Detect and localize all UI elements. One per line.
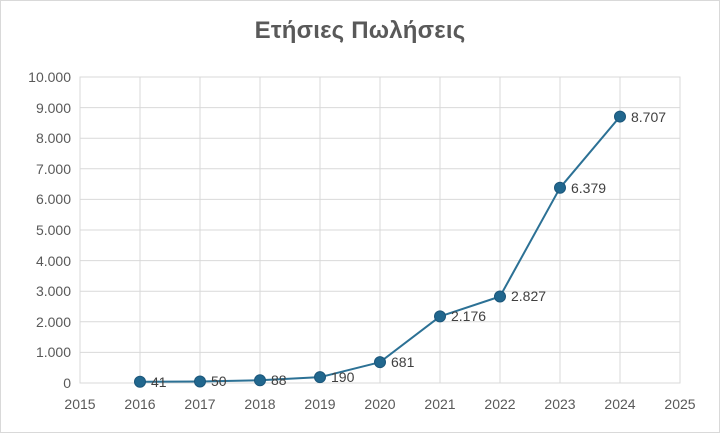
x-axis-tick-label: 2023 bbox=[544, 396, 576, 412]
data-point-marker bbox=[554, 181, 566, 194]
x-axis-tick-label: 2024 bbox=[604, 396, 636, 412]
data-label: 681 bbox=[391, 354, 415, 371]
y-axis-tick-label: 3.000 bbox=[35, 283, 71, 300]
data-point-marker bbox=[314, 371, 326, 384]
data-label: 190 bbox=[331, 369, 355, 386]
x-axis-tick-label: 2015 bbox=[64, 396, 96, 412]
data-label: 88 bbox=[271, 372, 287, 389]
data-label: 50 bbox=[211, 373, 227, 390]
x-axis-tick-label: 2016 bbox=[124, 396, 156, 412]
x-axis-tick-label: 2025 bbox=[664, 396, 696, 412]
chart-title: Ετήσιες Πωλήσεις bbox=[254, 17, 466, 44]
data-point-marker bbox=[194, 375, 206, 388]
y-axis-tick-label: 7.000 bbox=[35, 160, 71, 177]
y-axis-tick-label: 0 bbox=[63, 375, 71, 391]
data-label: 8.707 bbox=[631, 108, 667, 125]
x-axis-tick-label: 2022 bbox=[484, 396, 516, 412]
data-label: 2.176 bbox=[451, 308, 487, 325]
y-axis-tick-label: 1.000 bbox=[35, 344, 71, 361]
data-point-marker bbox=[374, 356, 386, 369]
y-axis-tick-label: 10.000 bbox=[28, 69, 71, 85]
data-point-marker bbox=[254, 374, 266, 387]
data-point-marker bbox=[614, 110, 626, 123]
data-point-marker bbox=[134, 375, 146, 388]
y-axis-tick-label: 8.000 bbox=[35, 130, 71, 147]
data-point-marker bbox=[494, 290, 506, 303]
x-axis-tick-label: 2018 bbox=[244, 396, 276, 412]
y-axis-tick-label: 4.000 bbox=[35, 252, 71, 269]
y-axis-tick-label: 2.000 bbox=[35, 313, 71, 330]
data-point-marker bbox=[434, 310, 446, 323]
data-label: 41 bbox=[151, 373, 167, 390]
x-axis-tick-label: 2019 bbox=[304, 396, 336, 412]
data-label: 2.827 bbox=[511, 288, 547, 305]
x-axis-tick-label: 2021 bbox=[424, 396, 456, 412]
x-axis-tick-label: 2017 bbox=[184, 396, 216, 412]
y-axis-tick-label: 9.000 bbox=[35, 99, 71, 116]
x-axis-tick-label: 2020 bbox=[364, 396, 396, 412]
y-axis-tick-label: 6.000 bbox=[35, 191, 71, 208]
data-label: 6.379 bbox=[571, 179, 607, 196]
y-axis-tick-label: 5.000 bbox=[35, 222, 71, 238]
plot-border bbox=[79, 76, 681, 384]
